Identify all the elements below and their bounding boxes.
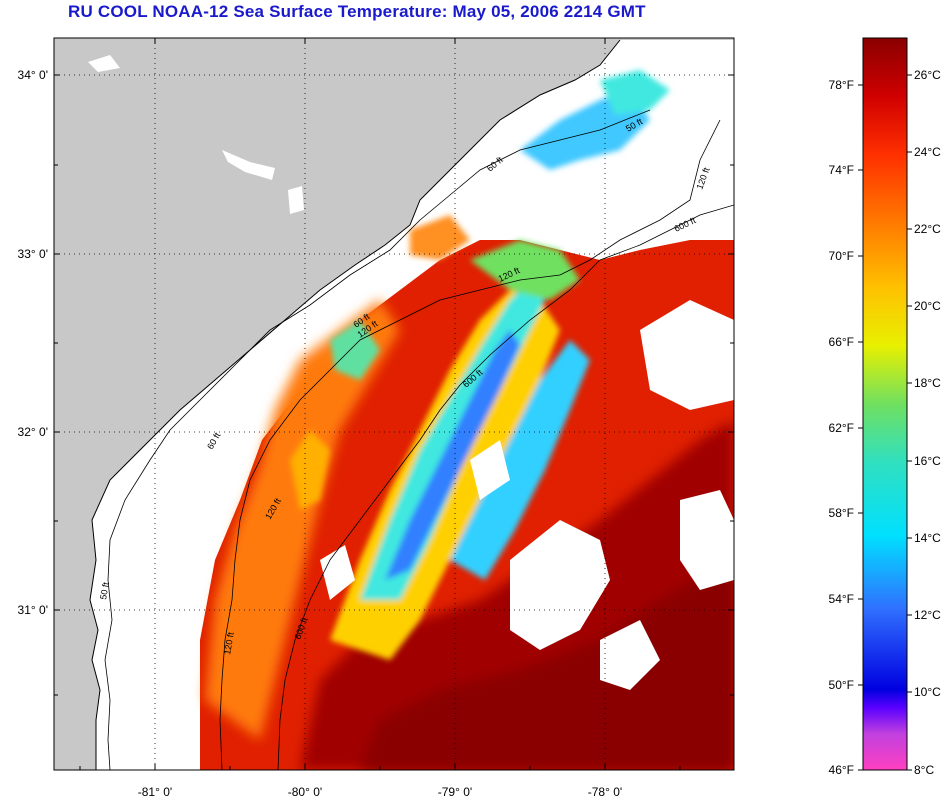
- colorbar-f-label: 74°F: [829, 163, 854, 177]
- colorbar-f-label: 58°F: [829, 506, 854, 520]
- sst-orange-band: [205, 300, 400, 740]
- lon-label: -81° 0': [138, 785, 172, 799]
- contour-120ft: [219, 119, 721, 770]
- bathymetry-contours: [104, 109, 734, 770]
- colorbar-c-label: 16°C: [914, 454, 941, 468]
- colorbar-c-label: 24°C: [914, 145, 941, 159]
- lon-label: -79° 0': [438, 785, 472, 799]
- colorbar-fahrenheit-labels: 78°F 74°F 70°F 66°F 62°F 58°F 54°F 50°F …: [829, 78, 854, 777]
- map-title: RU COOL NOAA-12 Sea Surface Temperature:…: [68, 2, 646, 21]
- colorbar-c-label: 8°C: [914, 763, 934, 777]
- colorbar-f-label: 50°F: [829, 678, 854, 692]
- lat-label: 31° 0': [18, 603, 48, 617]
- colorbar-c-label: 10°C: [914, 685, 941, 699]
- colorbar-c-label: 20°C: [914, 299, 941, 313]
- lat-label: 34° 0': [18, 68, 48, 82]
- contour-600ft: [277, 204, 734, 770]
- sst-cloud-patches: [320, 170, 734, 690]
- colorbar-f-label: 66°F: [829, 335, 854, 349]
- colorbar-f-label: 78°F: [829, 78, 854, 92]
- sst-dark-core: [360, 560, 734, 770]
- colorbar-c-label: 26°C: [914, 68, 941, 82]
- colorbar-f-label: 62°F: [829, 421, 854, 435]
- colorbar-c-label: 22°C: [914, 222, 941, 236]
- contour-label: 50 ft: [98, 581, 111, 600]
- colorbar-f-label: 46°F: [829, 763, 854, 777]
- lon-label: -80° 0': [288, 785, 322, 799]
- colorbar-c-label: 18°C: [914, 376, 941, 390]
- graticule: [54, 38, 734, 770]
- lat-label: 32° 0': [18, 425, 48, 439]
- colorbar-c-label: 14°C: [914, 531, 941, 545]
- colorbar-celsius-labels: 26°C 24°C 22°C 20°C 18°C 16°C 14°C 12°C …: [914, 68, 941, 777]
- longitude-labels: -81° 0' -80° 0' -79° 0' -78° 0': [138, 785, 622, 799]
- contour-50ft: [104, 109, 651, 770]
- colorbar-gradient: [862, 37, 908, 771]
- colorbar-f-label: 70°F: [829, 249, 854, 263]
- axis-ticks: [54, 38, 734, 770]
- colorbar-c-label: 12°C: [914, 608, 941, 622]
- colorbar-f-label: 54°F: [829, 592, 854, 606]
- lon-label: -78° 0': [588, 785, 622, 799]
- map-area: 50 ft 120 ft 600 ft 60 ft 120 ft 600 ft …: [54, 38, 734, 770]
- contour-label: 120 ft: [222, 631, 236, 655]
- inland-cloud-patches: [88, 55, 304, 214]
- coastline: [89, 39, 621, 770]
- map-frame: [53, 37, 735, 771]
- lat-label: 33° 0': [18, 247, 48, 261]
- colorbar: 78°F 74°F 70°F 66°F 62°F 58°F 54°F 50°F …: [829, 37, 941, 777]
- sst-cool-filaments: [290, 70, 670, 660]
- latitude-labels: 34° 0' 33° 0' 32° 0' 31° 0': [18, 68, 48, 617]
